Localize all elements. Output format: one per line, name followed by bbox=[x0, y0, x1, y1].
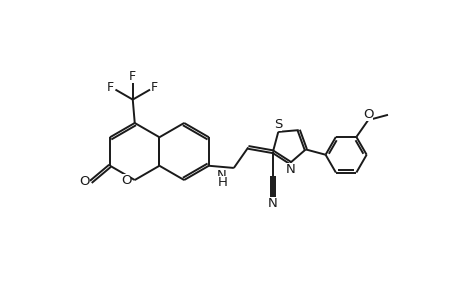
Text: O: O bbox=[362, 108, 373, 121]
Text: H: H bbox=[218, 176, 227, 189]
Text: O: O bbox=[121, 173, 131, 187]
Text: O: O bbox=[79, 176, 90, 188]
Text: F: F bbox=[107, 81, 114, 94]
Text: N: N bbox=[216, 169, 226, 182]
Text: N: N bbox=[268, 197, 277, 210]
Text: F: F bbox=[129, 70, 136, 83]
Text: S: S bbox=[274, 118, 282, 131]
Text: F: F bbox=[151, 81, 158, 94]
Text: N: N bbox=[285, 164, 295, 176]
